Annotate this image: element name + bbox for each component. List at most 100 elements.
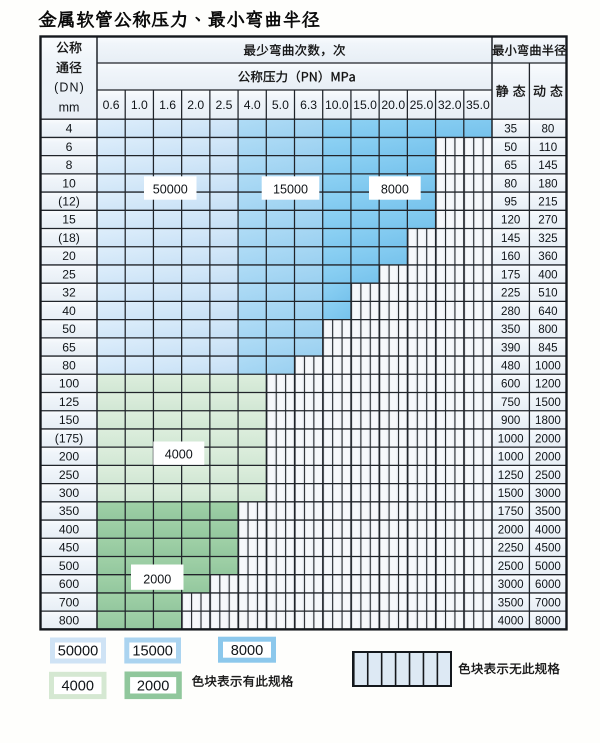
svg-text:2000: 2000 bbox=[143, 573, 171, 587]
svg-text:510: 510 bbox=[538, 287, 557, 300]
svg-text:300: 300 bbox=[59, 486, 80, 500]
svg-text:15: 15 bbox=[62, 213, 76, 227]
svg-text:32.0: 32.0 bbox=[438, 98, 462, 112]
svg-text:1750: 1750 bbox=[498, 505, 524, 518]
svg-text:7000: 7000 bbox=[535, 596, 561, 609]
svg-text:50: 50 bbox=[62, 322, 76, 336]
svg-text:8000: 8000 bbox=[381, 182, 409, 196]
svg-text:3500: 3500 bbox=[498, 596, 524, 609]
svg-text:400: 400 bbox=[59, 522, 80, 536]
svg-text:2500: 2500 bbox=[535, 469, 561, 482]
svg-text:1000: 1000 bbox=[498, 432, 524, 445]
svg-text:250: 250 bbox=[59, 468, 80, 482]
svg-text:145: 145 bbox=[538, 159, 557, 172]
svg-text:8: 8 bbox=[66, 158, 73, 172]
svg-text:6000: 6000 bbox=[535, 578, 561, 591]
svg-text:50000: 50000 bbox=[58, 644, 99, 660]
svg-text:4000: 4000 bbox=[498, 615, 524, 628]
svg-text:350: 350 bbox=[501, 323, 520, 336]
svg-text:270: 270 bbox=[538, 214, 557, 227]
svg-text:mm: mm bbox=[59, 101, 80, 115]
svg-text:15000: 15000 bbox=[273, 182, 308, 196]
svg-text:5.0: 5.0 bbox=[272, 98, 289, 112]
svg-text:120: 120 bbox=[501, 214, 520, 227]
svg-text:8000: 8000 bbox=[231, 643, 263, 659]
svg-text:50000: 50000 bbox=[153, 182, 188, 196]
svg-text:(18): (18) bbox=[58, 231, 80, 245]
svg-text:5000: 5000 bbox=[535, 560, 561, 573]
svg-text:640: 640 bbox=[538, 305, 557, 318]
svg-text:3000: 3000 bbox=[498, 578, 524, 591]
svg-text:25.0: 25.0 bbox=[410, 98, 434, 112]
svg-text:35.0: 35.0 bbox=[466, 98, 490, 112]
svg-text:160: 160 bbox=[501, 250, 520, 263]
svg-text:1800: 1800 bbox=[535, 414, 561, 427]
svg-text:20: 20 bbox=[62, 249, 76, 263]
svg-text:10.0: 10.0 bbox=[325, 98, 349, 112]
svg-text:2250: 2250 bbox=[498, 542, 524, 555]
svg-text:145: 145 bbox=[501, 232, 520, 245]
svg-text:3000: 3000 bbox=[535, 487, 561, 500]
svg-text:600: 600 bbox=[59, 577, 80, 591]
svg-text:15000: 15000 bbox=[132, 644, 173, 660]
svg-text:80: 80 bbox=[62, 358, 76, 372]
svg-text:845: 845 bbox=[538, 341, 557, 354]
svg-text:3500: 3500 bbox=[535, 505, 561, 518]
svg-text:175: 175 bbox=[501, 268, 520, 281]
svg-text:1000: 1000 bbox=[498, 451, 524, 464]
svg-text:4000: 4000 bbox=[165, 447, 193, 461]
svg-text:10: 10 bbox=[62, 176, 76, 190]
svg-text:750: 750 bbox=[501, 396, 520, 409]
svg-text:1.0: 1.0 bbox=[131, 98, 148, 112]
svg-text:4500: 4500 bbox=[535, 542, 561, 555]
svg-text:2.5: 2.5 bbox=[215, 98, 232, 112]
svg-text:800: 800 bbox=[59, 614, 80, 628]
svg-text:180: 180 bbox=[538, 177, 557, 190]
svg-text:20.0: 20.0 bbox=[381, 98, 405, 112]
svg-text:390: 390 bbox=[501, 341, 520, 354]
svg-text:325: 325 bbox=[538, 232, 557, 245]
svg-text:215: 215 bbox=[538, 195, 557, 208]
svg-text:4000: 4000 bbox=[535, 523, 561, 536]
svg-text:(175): (175) bbox=[55, 431, 83, 445]
svg-text:1200: 1200 bbox=[535, 378, 561, 391]
svg-text:25: 25 bbox=[62, 267, 76, 281]
svg-text:(DN): (DN) bbox=[54, 81, 85, 95]
svg-text:1000: 1000 bbox=[535, 359, 561, 372]
svg-text:4: 4 bbox=[66, 122, 73, 136]
svg-text:80: 80 bbox=[541, 123, 554, 136]
svg-text:500: 500 bbox=[59, 559, 80, 573]
svg-text:4.0: 4.0 bbox=[244, 98, 261, 112]
svg-text:1500: 1500 bbox=[498, 487, 524, 500]
svg-text:2000: 2000 bbox=[498, 523, 524, 536]
svg-text:400: 400 bbox=[538, 268, 557, 281]
svg-text:900: 900 bbox=[501, 414, 520, 427]
svg-text:1250: 1250 bbox=[498, 469, 524, 482]
svg-text:360: 360 bbox=[538, 250, 557, 263]
svg-text:4000: 4000 bbox=[62, 679, 94, 695]
svg-text:110: 110 bbox=[539, 141, 557, 154]
svg-text:6: 6 bbox=[66, 140, 73, 154]
svg-text:40: 40 bbox=[62, 304, 76, 318]
svg-text:2.0: 2.0 bbox=[187, 98, 204, 112]
svg-text:2000: 2000 bbox=[535, 432, 561, 445]
svg-text:65: 65 bbox=[62, 340, 76, 354]
svg-text:32: 32 bbox=[62, 286, 76, 300]
svg-text:700: 700 bbox=[59, 595, 80, 609]
svg-text:1500: 1500 bbox=[535, 396, 561, 409]
svg-text:65: 65 bbox=[504, 159, 517, 172]
svg-text:15.0: 15.0 bbox=[353, 98, 377, 112]
svg-text:95: 95 bbox=[504, 195, 517, 208]
svg-text:150: 150 bbox=[59, 413, 80, 427]
svg-text:450: 450 bbox=[59, 541, 80, 555]
svg-text:800: 800 bbox=[538, 323, 557, 336]
svg-text:2000: 2000 bbox=[535, 451, 561, 464]
svg-text:50: 50 bbox=[504, 141, 517, 154]
svg-text:1.6: 1.6 bbox=[159, 98, 176, 112]
svg-text:200: 200 bbox=[59, 450, 80, 464]
svg-text:8000: 8000 bbox=[535, 615, 561, 628]
svg-text:480: 480 bbox=[501, 359, 520, 372]
svg-text:35: 35 bbox=[504, 123, 517, 136]
svg-text:(12): (12) bbox=[58, 194, 80, 208]
svg-text:225: 225 bbox=[501, 287, 520, 300]
